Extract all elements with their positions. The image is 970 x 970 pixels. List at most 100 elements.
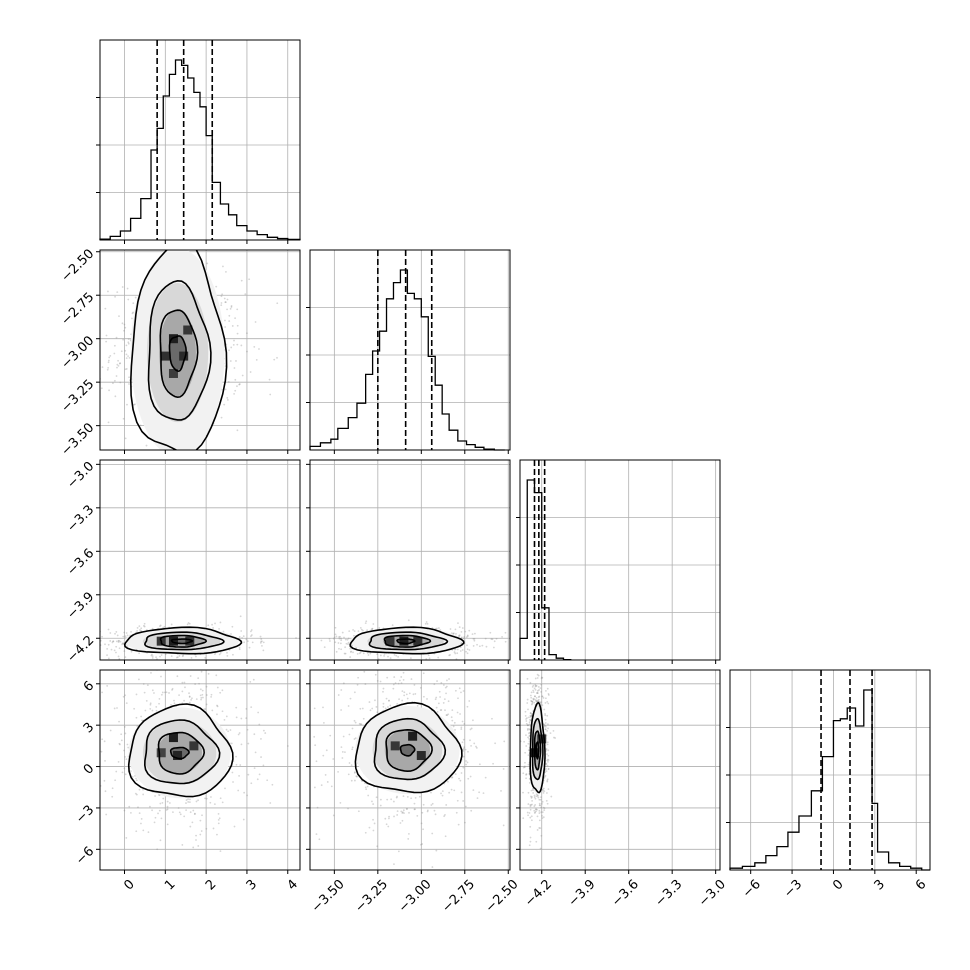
- scatter-point: [407, 838, 410, 840]
- scatter-point: [105, 340, 108, 343]
- scatter-point: [229, 729, 232, 731]
- scatter-point: [395, 796, 398, 799]
- scatter-point: [228, 349, 230, 352]
- scatter-point: [412, 693, 415, 696]
- scatter-point: [112, 640, 115, 643]
- scatter-point: [225, 270, 227, 273]
- y-tick-label: −3.00: [59, 333, 98, 372]
- scatter-point: [391, 624, 394, 627]
- joint-content: [320, 619, 507, 660]
- scatter-point: [97, 310, 99, 312]
- scatter-point: [195, 655, 197, 658]
- scatter-point: [533, 656, 535, 658]
- scatter-point: [462, 637, 465, 640]
- scatter-point: [106, 368, 109, 371]
- scatter-point: [185, 802, 187, 804]
- scatter-point: [444, 876, 446, 878]
- scatter-point: [199, 833, 202, 836]
- scatter-point: [473, 638, 476, 640]
- scatter-point: [117, 639, 120, 642]
- scatter-point: [235, 706, 238, 709]
- scatter-point: [334, 626, 337, 629]
- scatter-point: [544, 774, 547, 777]
- scatter-point: [387, 825, 390, 828]
- scatter-point: [541, 695, 544, 698]
- scatter-point: [528, 721, 531, 724]
- scatter-point: [395, 654, 398, 657]
- scatter-point: [531, 701, 534, 703]
- scatter-point: [530, 691, 533, 694]
- scatter-point: [158, 625, 161, 628]
- scatter-point: [403, 691, 406, 694]
- scatter-point: [544, 697, 547, 700]
- axes-frame: [519, 459, 721, 661]
- joint-panel-1-3: [96, 459, 301, 664]
- scatter-point: [437, 702, 440, 705]
- scatter-point: [217, 822, 220, 825]
- scatter-point: [140, 627, 143, 630]
- scatter-point: [419, 686, 422, 689]
- scatter-point: [408, 692, 411, 695]
- x-tick-label: 1: [162, 877, 178, 893]
- scatter-point: [231, 625, 234, 628]
- scatter-point: [135, 693, 138, 696]
- scatter-point: [145, 444, 148, 447]
- scatter-point: [400, 810, 403, 813]
- scatter-point: [393, 815, 395, 818]
- scatter-point: [453, 648, 456, 651]
- scatter-point: [362, 717, 365, 720]
- scatter-point: [254, 321, 257, 323]
- scatter-point: [402, 795, 405, 798]
- scatter-point: [359, 626, 362, 629]
- scatter-point: [156, 848, 159, 851]
- scatter-point: [128, 805, 131, 808]
- scatter-point: [220, 302, 223, 304]
- scatter-point: [109, 354, 112, 357]
- scatter-point: [542, 697, 545, 699]
- scatter-point: [224, 319, 226, 322]
- scatter-point: [459, 713, 461, 715]
- scatter-point: [539, 847, 542, 850]
- scatter-point: [170, 703, 172, 706]
- scatter-point: [547, 760, 549, 763]
- scatter-point: [536, 689, 539, 692]
- scatter-point: [100, 750, 103, 753]
- contour-line: [147, 279, 212, 421]
- scatter-point: [517, 800, 519, 802]
- scatter-point: [531, 796, 533, 798]
- scatter-point: [141, 719, 143, 722]
- scatter-point: [389, 704, 392, 707]
- y-tick-label: −6: [73, 844, 97, 868]
- scatter-point: [43, 334, 45, 336]
- scatter-point: [535, 840, 538, 843]
- scatter-point: [534, 685, 537, 688]
- scatter-point: [348, 630, 351, 633]
- scatter-point: [447, 780, 449, 783]
- density-fill: [400, 744, 415, 756]
- scatter-point: [421, 843, 424, 845]
- axes-frame: [309, 669, 511, 871]
- scatter-point: [538, 812, 541, 814]
- scatter-point: [534, 808, 537, 811]
- scatter-point: [537, 674, 540, 677]
- scatter-point: [541, 817, 544, 820]
- scatter-point: [354, 737, 357, 740]
- scatter-point: [403, 812, 405, 815]
- scatter-point: [218, 627, 220, 630]
- scatter-point: [121, 322, 124, 325]
- scatter-point: [122, 642, 125, 645]
- scatter-point: [530, 789, 533, 792]
- scatter-point: [91, 310, 93, 312]
- scatter-point: [185, 655, 187, 657]
- scatter-point: [425, 658, 428, 660]
- axes-frame: [729, 669, 931, 871]
- scatter-point: [162, 797, 165, 800]
- scatter-point: [346, 638, 349, 641]
- scatter-point: [540, 701, 543, 704]
- scatter-point: [530, 715, 533, 718]
- scatter-point: [393, 863, 395, 866]
- scatter-point: [528, 738, 531, 741]
- scatter-point: [350, 650, 353, 653]
- scatter-point: [358, 722, 361, 725]
- scatter-point: [124, 694, 127, 697]
